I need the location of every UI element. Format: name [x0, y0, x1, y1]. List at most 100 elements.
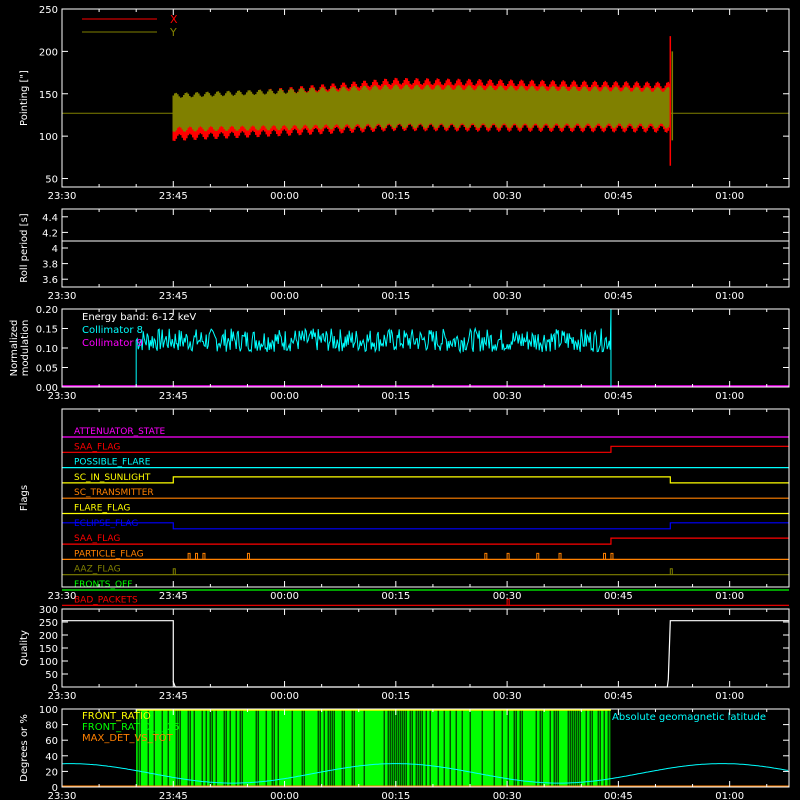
flags-frame: [61, 408, 790, 588]
roll-y-label: 4.4: [42, 213, 58, 224]
flag-label: FRONTS_OFF: [74, 580, 132, 590]
pointing-time-label: 00:45: [604, 191, 633, 202]
roll-y-label: 3.6: [42, 275, 58, 286]
quality-y-label: 50: [45, 670, 58, 681]
pointing-ylabel: Pointing ["]: [19, 70, 30, 126]
pointing-y-label: 150: [39, 90, 58, 101]
modulation-time-label: 00:00: [270, 391, 299, 402]
roll-time-label: 23:30: [48, 291, 77, 302]
roll-time-label: 23:45: [159, 291, 188, 302]
pointing-time-label: 00:15: [381, 191, 410, 202]
quality-time-label: 23:30: [48, 691, 77, 702]
front-time-label: 23:45: [159, 791, 188, 800]
modulation-time-label: 01:00: [715, 391, 744, 402]
flag-label: SAA_FLAG: [74, 442, 120, 452]
modulation-frame: [61, 308, 790, 388]
front-y-label: 80: [45, 721, 58, 732]
flag-label: SAA_FLAG: [74, 534, 120, 544]
pointing-time-label: 23:30: [48, 191, 77, 202]
flag-label: BAD_PACKETS: [74, 595, 138, 605]
flag-label: SC_IN_SUNLIGHT: [74, 473, 151, 483]
front-ratio-bars: [136, 709, 611, 787]
front-legend-label: FRONT_RATIO: [82, 711, 151, 722]
pointing-y-label: 100: [39, 132, 58, 143]
flag-blip: [195, 552, 199, 560]
flags-time-label: 00:15: [381, 591, 410, 602]
flag-line: [62, 537, 789, 545]
front-ylabel: Degrees or %: [19, 714, 30, 782]
modulation-annotation: Energy band: 6-12 keV: [82, 312, 196, 323]
quality-y-label: 300: [39, 605, 58, 616]
flags-ylabel: Flags: [19, 485, 30, 511]
quality-time-label: 23:45: [159, 691, 188, 702]
flag-label: SC_TRANSMITTER: [74, 488, 154, 498]
pointing-series-y: [172, 84, 671, 132]
front-frame: [61, 708, 790, 788]
pointing-y-label: 50: [45, 175, 58, 186]
front-time-label: 00:00: [270, 791, 299, 800]
quality-y-label: 150: [39, 644, 58, 655]
flag-blip: [506, 552, 510, 560]
front-legend-label: FRONT_RATIO_1_25: [82, 722, 180, 733]
modulation-time-label: 23:45: [159, 391, 188, 402]
front-y-label: 0: [52, 783, 58, 794]
flags-time-label: 01:00: [715, 591, 744, 602]
modulation-ylabel: Normalized: [9, 320, 20, 377]
roll-time-label: 01:00: [715, 291, 744, 302]
pointing-y-label: 250: [39, 5, 58, 16]
flag-label: ECLIPSE_FLAG: [74, 519, 138, 529]
flag-blip: [536, 552, 540, 560]
pointing-time-label: 00:00: [270, 191, 299, 202]
modulation-legend-collimator-9: Collimator 9: [82, 338, 143, 349]
modulation-y-label: 0.10: [36, 344, 58, 355]
flag-line: [62, 476, 789, 484]
flag-blip: [187, 552, 191, 560]
flag-blip: [506, 598, 510, 606]
quality-frame: [61, 608, 790, 688]
flag-blip: [603, 552, 607, 560]
flags-time-label: 00:45: [604, 591, 633, 602]
quality-ylabel: Quality: [19, 630, 30, 666]
roll-ylabel: Roll period [s]: [19, 213, 30, 282]
roll-frame: [61, 208, 790, 288]
pointing-y-label: 200: [39, 47, 58, 58]
pointing-legend-label: Y: [169, 26, 177, 39]
flag-blip: [246, 552, 250, 560]
flag-blip: [610, 552, 614, 560]
quality-y-label: 0: [52, 683, 58, 694]
front-legend-label: MAX_DET_VS_TOT: [82, 733, 174, 744]
quality-time-label: 01:00: [715, 691, 744, 702]
flags-time-label: 23:45: [159, 591, 188, 602]
flags-time-label: 00:00: [270, 591, 299, 602]
roll-time-label: 00:45: [604, 291, 633, 302]
quality-time-label: 00:15: [381, 691, 410, 702]
quality-time-label: 00:30: [493, 691, 522, 702]
flag-label: POSSIBLE_FLARE: [74, 458, 151, 468]
front-time-label: 23:30: [48, 791, 77, 800]
modulation-y-label: 0.00: [36, 383, 58, 394]
modulation-time-label: 23:30: [48, 391, 77, 402]
flag-blip: [558, 552, 562, 560]
pointing-time-label: 01:00: [715, 191, 744, 202]
pointing-legend-label: X: [170, 13, 178, 26]
roll-time-label: 00:30: [493, 291, 522, 302]
front-time-label: 00:30: [493, 791, 522, 800]
front-y-label: 20: [45, 767, 58, 778]
geomagnetic-latitude-line: [62, 763, 789, 784]
modulation-time-label: 00:30: [493, 391, 522, 402]
modulation-y-label: 0.20: [36, 305, 58, 316]
modulation-y-label: 0.15: [36, 325, 58, 336]
quality-time-label: 00:45: [604, 691, 633, 702]
front-y-label: 100: [39, 705, 58, 716]
flags-time-label: 23:30: [48, 591, 77, 602]
flag-line: [62, 445, 789, 453]
flag-label: FLARE_FLAG: [74, 504, 130, 514]
pointing-frame: [61, 8, 790, 188]
flag-blip: [669, 568, 673, 575]
flag-line: [62, 522, 789, 530]
flag-blip: [484, 552, 488, 560]
roll-y-label: 4.2: [42, 228, 58, 239]
front-y-label: 40: [45, 752, 58, 763]
